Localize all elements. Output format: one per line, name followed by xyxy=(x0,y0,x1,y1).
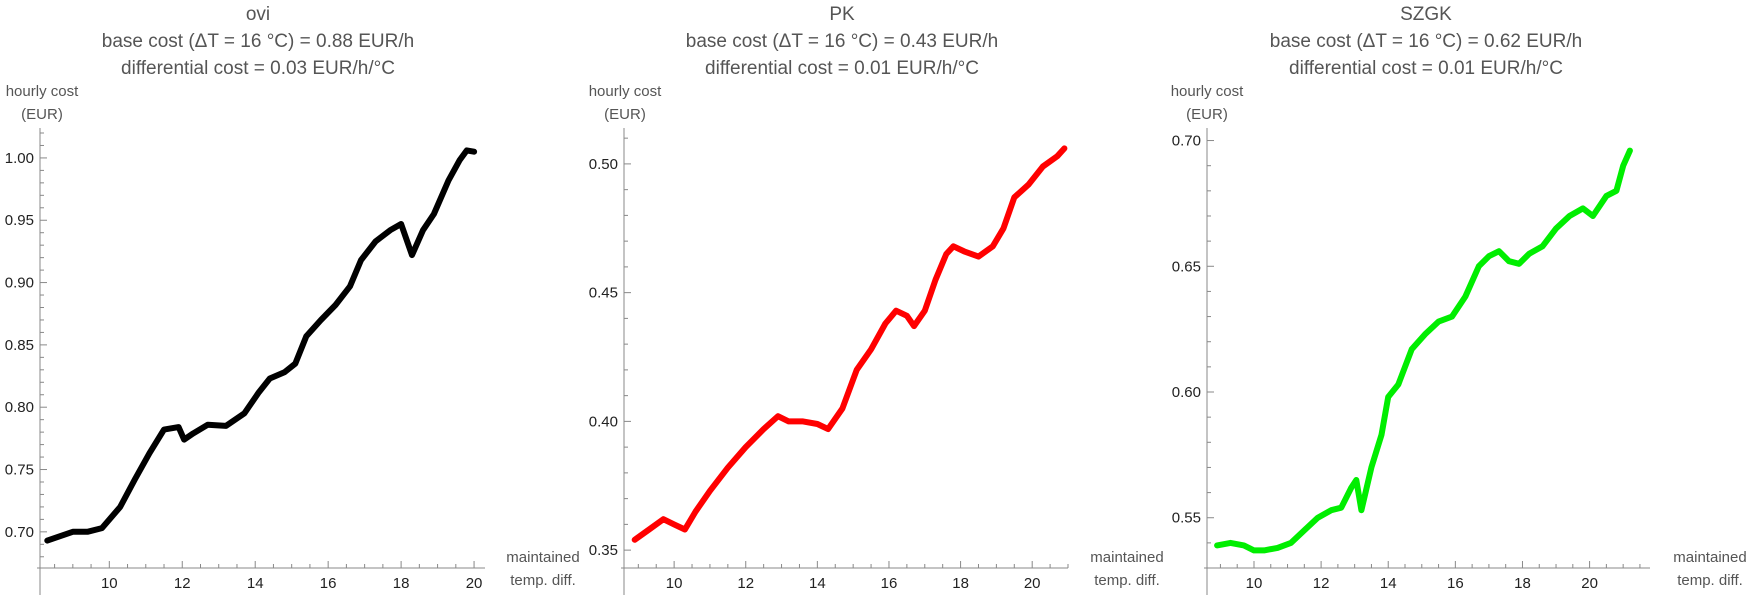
y-tick-label: 0.35 xyxy=(589,542,618,559)
y-axis-unit: (EUR) xyxy=(21,106,63,123)
y-tick-label: 0.65 xyxy=(1172,258,1201,275)
panel-pk: PK base cost (ΔT = 16 °C) = 0.43 EUR/h d… xyxy=(589,4,1164,595)
chart-title: ovi xyxy=(246,4,270,25)
y-tick-label: 0.50 xyxy=(589,156,618,173)
y-tick-label: 0.40 xyxy=(589,413,618,430)
x-tick-label: 20 xyxy=(466,575,483,592)
x-tick-label: 20 xyxy=(1024,575,1041,592)
x-axis-label: maintained xyxy=(1090,549,1163,566)
series-line xyxy=(44,147,478,544)
y-ticks: 0.55 0.60 0.65 0.70 xyxy=(1172,133,1214,544)
x-tick-label: 16 xyxy=(1447,575,1464,592)
y-tick-label: 1.00 xyxy=(5,150,34,167)
y-axis-unit: (EUR) xyxy=(1186,106,1228,123)
differential-cost-subtitle: differential cost = 0.01 EUR/h/°C xyxy=(1289,58,1563,79)
panel-ovi: ovi base cost (ΔT = 16 °C) = 0.88 EUR/h … xyxy=(5,4,580,595)
y-tick-label: 0.70 xyxy=(1172,133,1201,150)
x-axis-label-2: temp. diff. xyxy=(510,572,576,589)
y-tick-label: 0.70 xyxy=(5,524,34,541)
x-tick-label: 14 xyxy=(809,575,826,592)
axes xyxy=(621,128,1068,595)
x-tick-label: 20 xyxy=(1581,575,1598,592)
x-tick-label: 12 xyxy=(737,575,754,592)
x-tick-label: 10 xyxy=(666,575,683,592)
series-line xyxy=(631,145,1068,543)
x-tick-label: 14 xyxy=(1380,575,1397,592)
x-axis-label-2: temp. diff. xyxy=(1677,572,1743,589)
x-tick-label: 18 xyxy=(1514,575,1531,592)
x-tick-label: 10 xyxy=(101,575,118,592)
y-tick-label: 0.45 xyxy=(589,285,618,302)
y-tick-label: 0.95 xyxy=(5,212,34,229)
y-tick-label: 0.60 xyxy=(1172,384,1201,401)
differential-cost-subtitle: differential cost = 0.03 EUR/h/°C xyxy=(121,58,395,79)
x-axis-label: maintained xyxy=(506,549,579,566)
chart-title: PK xyxy=(829,4,855,25)
differential-cost-subtitle: differential cost = 0.01 EUR/h/°C xyxy=(705,58,979,79)
x-tick-label: 16 xyxy=(881,575,898,592)
y-tick-label: 0.75 xyxy=(5,462,34,479)
y-axis-label: hourly cost xyxy=(6,83,79,100)
x-tick-label: 18 xyxy=(952,575,969,592)
series-line xyxy=(1214,147,1633,554)
x-axis-label: maintained xyxy=(1673,549,1746,566)
y-axis-unit: (EUR) xyxy=(604,106,646,123)
y-tick-label: 0.55 xyxy=(1172,510,1201,527)
y-tick-label: 0.80 xyxy=(5,399,34,416)
y-axis-label: hourly cost xyxy=(589,83,662,100)
x-ticks: 10 12 14 16 18 20 xyxy=(1219,561,1641,592)
x-tick-label: 12 xyxy=(1313,575,1330,592)
y-ticks: 0.70 0.75 0.80 0.85 0.90 0.95 1.00 xyxy=(5,132,47,558)
x-tick-label: 10 xyxy=(1246,575,1263,592)
axes xyxy=(1204,128,1650,595)
x-ticks: 10 12 14 16 18 20 xyxy=(637,561,1069,592)
base-cost-subtitle: base cost (ΔT = 16 °C) = 0.88 EUR/h xyxy=(102,31,414,52)
x-axis-label-2: temp. diff. xyxy=(1094,572,1160,589)
x-tick-label: 12 xyxy=(174,575,191,592)
panel-szgk: SZGK base cost (ΔT = 16 °C) = 0.62 EUR/h… xyxy=(1171,4,1747,595)
base-cost-subtitle: base cost (ΔT = 16 °C) = 0.62 EUR/h xyxy=(1270,31,1582,52)
base-cost-subtitle: base cost (ΔT = 16 °C) = 0.43 EUR/h xyxy=(686,31,998,52)
y-ticks: 0.35 0.40 0.45 0.50 xyxy=(589,137,631,559)
x-tick-label: 14 xyxy=(247,575,264,592)
x-tick-label: 18 xyxy=(393,575,410,592)
x-ticks: 10 12 14 16 18 20 xyxy=(54,561,483,592)
y-tick-label: 0.85 xyxy=(5,337,34,354)
chart-title: SZGK xyxy=(1400,4,1452,25)
x-tick-label: 16 xyxy=(320,575,337,592)
y-tick-label: 0.90 xyxy=(5,275,34,292)
y-axis-label: hourly cost xyxy=(1171,83,1244,100)
axes xyxy=(37,128,485,595)
